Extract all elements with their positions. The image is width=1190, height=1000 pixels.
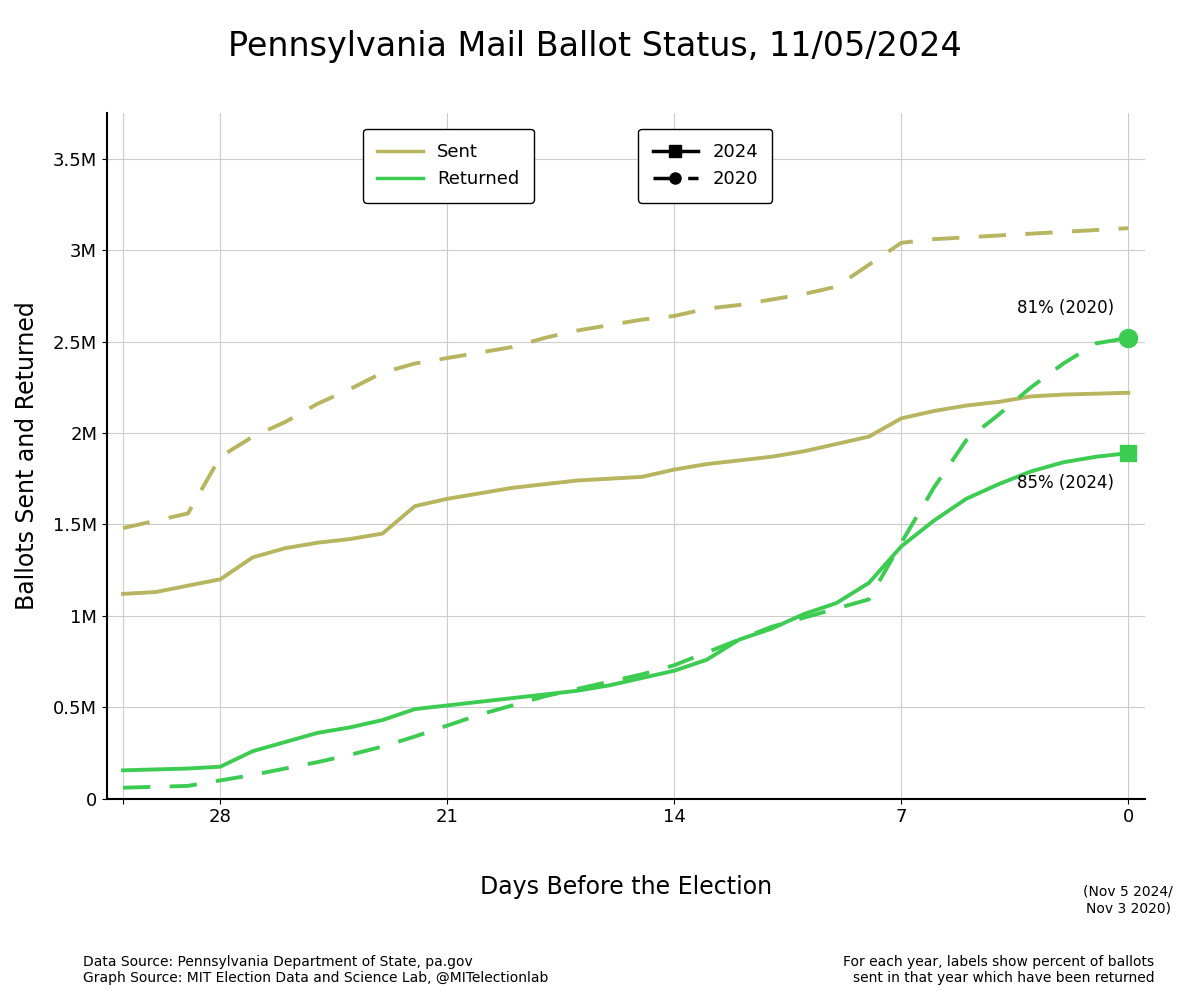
Text: (Nov 5 2024/
Nov 3 2020): (Nov 5 2024/ Nov 3 2020) [1083,885,1173,915]
Text: Data Source: Pennsylvania Department of State, pa.gov
Graph Source: MIT Election: Data Source: Pennsylvania Department of … [83,955,549,985]
Text: For each year, labels show percent of ballots
sent in that year which have been : For each year, labels show percent of ba… [844,955,1154,985]
Legend: 2024, 2020: 2024, 2020 [638,129,772,203]
Text: Pennsylvania Mail Ballot Status, 11/05/2024: Pennsylvania Mail Ballot Status, 11/05/2… [228,30,962,63]
X-axis label: Days Before the Election: Days Before the Election [480,875,772,899]
Text: 85% (2024): 85% (2024) [1017,474,1114,492]
Text: 81% (2020): 81% (2020) [1017,299,1114,317]
Y-axis label: Ballots Sent and Returned: Ballots Sent and Returned [15,301,39,610]
